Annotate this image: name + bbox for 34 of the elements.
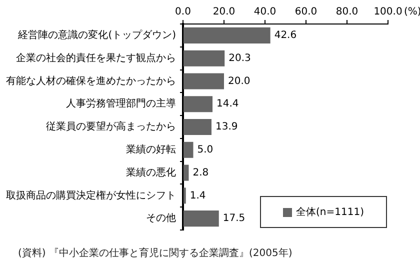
bar [184,164,189,181]
data-label: 14.4 [216,98,239,110]
bar [184,142,194,158]
bar [184,96,213,112]
text: (資料) 『中小企業の仕事と育児に関する企業調査』(2005年) [18,246,292,260]
y-tick-label: 経営陣の意識の変化(トップダウン) [17,29,176,42]
x-tick-label: 100.0 [374,6,402,18]
data-label: 42.6 [274,30,297,42]
y-tick-label: その他 [146,212,176,224]
x-tick-label: 20.0 [212,6,236,18]
bar [184,210,219,227]
y-tick-label: 取扱商品の購買決定権が女性にシフト [6,189,176,202]
data-label: 1.4 [190,190,206,202]
y-tick-label: 企業の社会的責任を果たす観点から [16,52,176,64]
y-tick-label: 業績の好転 [126,143,176,156]
data-label: 17.5 [222,213,246,224]
bar [184,73,224,90]
data-label: 13.9 [215,122,238,133]
x-tick-label: 80.0 [336,6,358,18]
x-tick-label: 0.0 [175,6,191,18]
y-tick-label: 業績の悪化 [126,166,176,178]
data-label: 5.0 [197,144,214,156]
y-tick-label: 従業員の要望が高まったから [46,120,176,133]
x-tick-label: 60.0 [294,6,318,18]
y-tick-label: 人事労務管理部門の主導 [66,98,176,110]
data-label: 2.8 [192,167,209,178]
data-label: 20.3 [228,52,251,64]
x-tick-label: 40.0 [254,6,276,18]
y-tick-label: 有能な人材の確保を進めたかったから [6,74,176,87]
bar [184,50,225,66]
data-label: 20.0 [228,76,250,87]
legend-label: 全体(n=1111) [296,206,364,219]
bar [184,118,212,136]
bar [184,27,270,44]
